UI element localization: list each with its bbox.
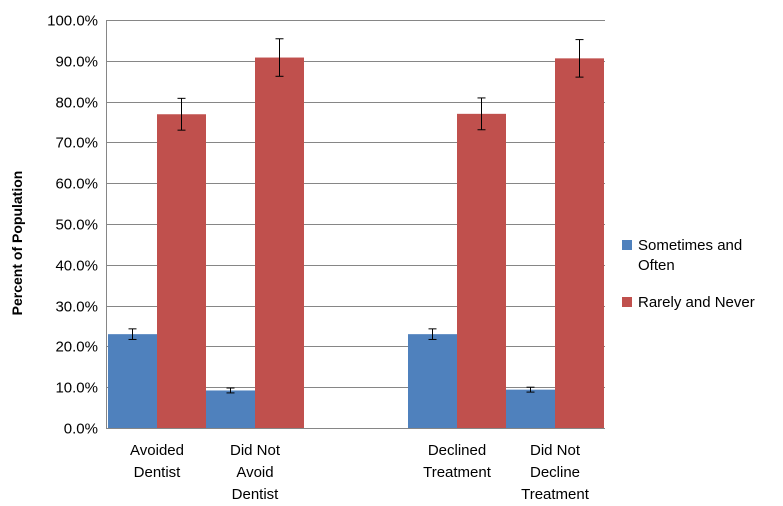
legend-label-line: Sometimes and	[638, 237, 742, 254]
legend-swatch	[622, 297, 632, 307]
y-axis-tick-labels: 0.0% 10.0% 20.0% 30.0% 40.0% 50.0% 60.0% 70.0% 8…	[47, 13, 98, 438]
axes	[106, 20, 605, 429]
x-tick-label-line: Did Not	[530, 442, 581, 459]
error-bar	[177, 97, 186, 131]
x-tick-label-line: Avoid	[236, 464, 273, 481]
error-bar	[275, 38, 284, 77]
x-tick-label-line: Declined	[428, 442, 486, 459]
error-bar	[128, 328, 137, 340]
error-bar	[226, 387, 235, 394]
x-tick-label: Avoided Dentist	[130, 442, 184, 481]
x-axis-category-labels: Avoided Dentist Did Not Avoid Dentist Decline…	[130, 442, 590, 503]
y-tick-label: 90.0%	[55, 54, 98, 71]
legend-item: Rarely and Never	[622, 294, 755, 311]
x-tick-label-line: Did Not	[230, 442, 281, 459]
legend-swatch	[622, 240, 632, 250]
x-tick-label: Declined Treatment	[423, 442, 492, 481]
bars	[108, 57, 604, 429]
x-tick-label-line: Treatment	[423, 464, 492, 481]
x-tick-label-line: Treatment	[521, 486, 590, 503]
error-bar	[477, 97, 486, 131]
y-tick-label: 60.0%	[55, 176, 98, 193]
bar	[157, 114, 206, 429]
y-tick-label: 20.0%	[55, 339, 98, 356]
legend-label-line: Rarely and Never	[638, 294, 755, 311]
legend-label-line: Often	[638, 257, 675, 274]
x-tick-label-line: Decline	[530, 464, 580, 481]
bar	[457, 113, 506, 428]
y-tick-label: 0.0%	[64, 421, 98, 438]
bar	[506, 389, 555, 428]
error-bar	[575, 39, 584, 78]
error-bar	[526, 386, 535, 393]
y-axis-label: Percent of Population	[9, 171, 25, 316]
legend-item: Sometimes and Often	[622, 237, 742, 274]
x-tick-label-line: Avoided	[130, 442, 184, 459]
bar	[206, 390, 255, 428]
y-tick-label: 40.0%	[55, 258, 98, 275]
y-tick-label: 10.0%	[55, 380, 98, 397]
bar	[408, 334, 457, 428]
legend-label: Sometimes and Often	[638, 237, 742, 274]
error-bar	[428, 328, 437, 340]
bar	[108, 334, 157, 428]
x-tick-label: Did Not Decline Treatment	[521, 442, 590, 503]
x-tick-label-line: Dentist	[134, 464, 182, 481]
y-tick-label: 30.0%	[55, 299, 98, 316]
x-tick-label: Did Not Avoid Dentist	[230, 442, 281, 503]
bar	[555, 58, 604, 429]
legend-label: Rarely and Never	[638, 294, 755, 311]
y-tick-label: 70.0%	[55, 135, 98, 152]
y-tick-label: 80.0%	[55, 95, 98, 112]
bar	[255, 57, 304, 428]
error-bars	[128, 38, 584, 394]
x-tick-label-line: Dentist	[232, 486, 280, 503]
y-tick-label: 100.0%	[47, 13, 98, 30]
y-tick-label: 50.0%	[55, 217, 98, 234]
legend: Sometimes and Often Rarely and Never	[622, 237, 755, 311]
